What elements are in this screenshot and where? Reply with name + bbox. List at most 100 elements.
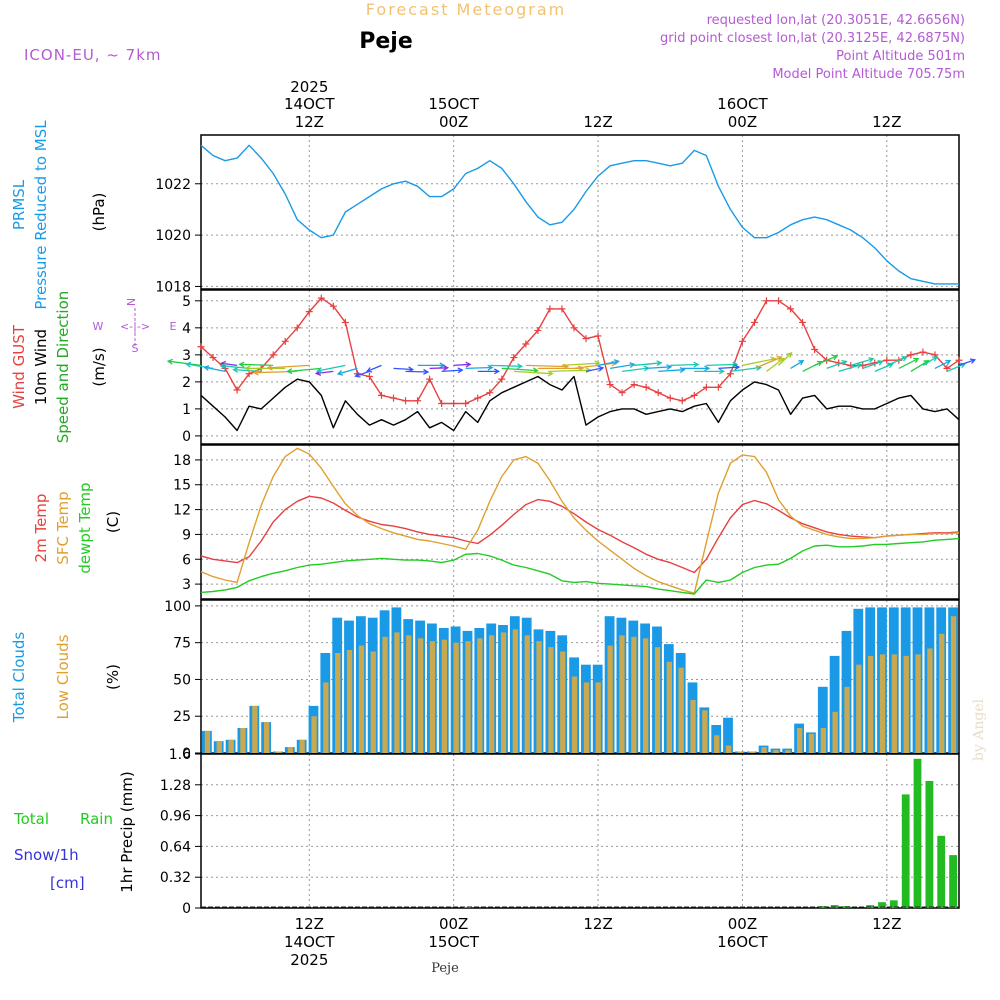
low-cloud-bar xyxy=(228,739,234,753)
wind-direction-arrow xyxy=(826,359,848,370)
gust-marker xyxy=(209,354,217,362)
rain-bar xyxy=(889,900,898,908)
compass-s: S xyxy=(132,342,139,355)
low-cloud-bar xyxy=(311,716,317,753)
low-cloud-bar xyxy=(714,735,720,753)
point-altitude: Point Altitude 501m xyxy=(836,49,965,64)
gust-marker xyxy=(678,397,686,405)
gust-marker xyxy=(690,391,698,399)
panel-frame xyxy=(200,134,960,290)
wind-direction-arrow xyxy=(922,356,939,366)
wind-gust-label: Wind GUST xyxy=(10,324,28,409)
low-cloud-bar xyxy=(406,635,412,753)
gust-marker xyxy=(402,397,410,405)
chart-title: Forecast Meteogram xyxy=(366,0,566,19)
y-tick-label: 0 xyxy=(182,429,191,445)
low-cloud-bar xyxy=(927,648,933,753)
low-cloud-bar xyxy=(868,655,874,753)
wind-direction-arrow xyxy=(405,368,430,375)
low-cloud-bar xyxy=(429,641,436,753)
low-cloud-bar xyxy=(761,747,767,753)
gust-marker xyxy=(329,302,337,310)
footer-place: Peje xyxy=(431,961,459,976)
gust-marker xyxy=(377,391,385,399)
watermark: by Angel xyxy=(971,698,987,761)
wind-direction-arrow xyxy=(730,365,763,373)
wind-direction-arrow xyxy=(513,370,554,377)
wind-direction-arrow xyxy=(219,363,250,370)
top-time-label: 00Z xyxy=(439,113,468,131)
gust-marker xyxy=(305,308,313,316)
low-cloud-bar xyxy=(370,651,376,753)
low-cloud-bar xyxy=(512,629,518,753)
gust-marker xyxy=(738,337,746,345)
low-cloud-bar xyxy=(489,635,495,753)
low-cloud-bar xyxy=(607,645,613,753)
gust-marker xyxy=(438,399,446,407)
top-time-label: 12Z xyxy=(872,113,901,131)
panel-temperature xyxy=(195,444,960,600)
low-cloud-bar xyxy=(571,676,578,753)
low-cloud-bar xyxy=(264,722,270,753)
y-tick-label: 100 xyxy=(164,599,191,615)
low-cloud-bar xyxy=(358,645,365,753)
low-cloud-bar xyxy=(204,730,211,753)
y-tick-label: 1.28 xyxy=(160,778,191,794)
gust-marker xyxy=(606,381,614,389)
gust-marker xyxy=(365,372,373,380)
wind-direction-arrow xyxy=(658,367,686,373)
precip-cm-label: [cm] xyxy=(50,874,85,892)
rain-bar xyxy=(949,855,957,908)
low-cloud-bar xyxy=(654,647,661,753)
gust-marker xyxy=(570,324,578,332)
wind-dir-label: Speed and Direction xyxy=(54,291,72,444)
y-tick-label: 1.6 xyxy=(169,747,191,763)
low-cloud-bar xyxy=(216,741,222,753)
top-time-label: 00Z xyxy=(728,113,757,131)
wind-direction-arrow xyxy=(886,355,908,366)
gust-marker xyxy=(955,356,963,364)
total-cloud-bar xyxy=(817,686,828,753)
gust-marker xyxy=(233,386,241,394)
low-cloud-bar xyxy=(725,745,732,753)
wind-direction-arrow xyxy=(597,359,621,367)
wind-direction-arrow xyxy=(561,360,601,367)
top-date-label: 14OCT xyxy=(284,95,335,113)
low-cloud-bar xyxy=(785,750,791,753)
y-tick-label: 0 xyxy=(182,901,191,917)
gust-marker xyxy=(281,337,289,345)
low-cloud-bar xyxy=(524,635,530,753)
wind-direction-arrow xyxy=(266,364,310,371)
low-cloud-bar xyxy=(844,686,850,753)
wind-direction-arrow xyxy=(634,360,663,367)
bottom-time-label: 12Z xyxy=(295,915,324,933)
wind-direction-arrow xyxy=(166,358,202,367)
pressure-label-prmsl: PRMSL xyxy=(10,179,28,230)
top-year-label: 2025 xyxy=(290,78,328,96)
gust-marker xyxy=(642,383,650,391)
panel-pressure xyxy=(195,134,960,290)
gust-marker xyxy=(762,297,770,305)
wind-direction-arrow xyxy=(441,367,464,374)
wind-direction-arrow xyxy=(790,360,805,369)
low-cloud-bar xyxy=(583,682,590,753)
clouds-unit: (%) xyxy=(104,664,122,690)
y-tick-label: 0 xyxy=(182,746,191,762)
panel-precip xyxy=(195,753,960,909)
gust-marker xyxy=(702,383,710,391)
y-tick-label: 9 xyxy=(182,527,191,543)
bottom-time-label: 12Z xyxy=(583,915,612,933)
low-cloud-bar xyxy=(441,639,447,753)
gust-marker xyxy=(341,318,349,326)
gust-marker xyxy=(726,370,734,378)
y-tick-label: 18 xyxy=(173,453,191,469)
requested-coords: requested lon,lat (20.3051E, 42.6656N) xyxy=(707,13,965,28)
gust-marker xyxy=(462,399,470,407)
wind-direction-arrow xyxy=(477,368,501,375)
wind-direction-arrow xyxy=(814,354,839,366)
bottom-date-label: 15OCT xyxy=(428,933,479,951)
place-name: Peje xyxy=(359,29,413,54)
y-tick-label: 6 xyxy=(182,552,191,568)
